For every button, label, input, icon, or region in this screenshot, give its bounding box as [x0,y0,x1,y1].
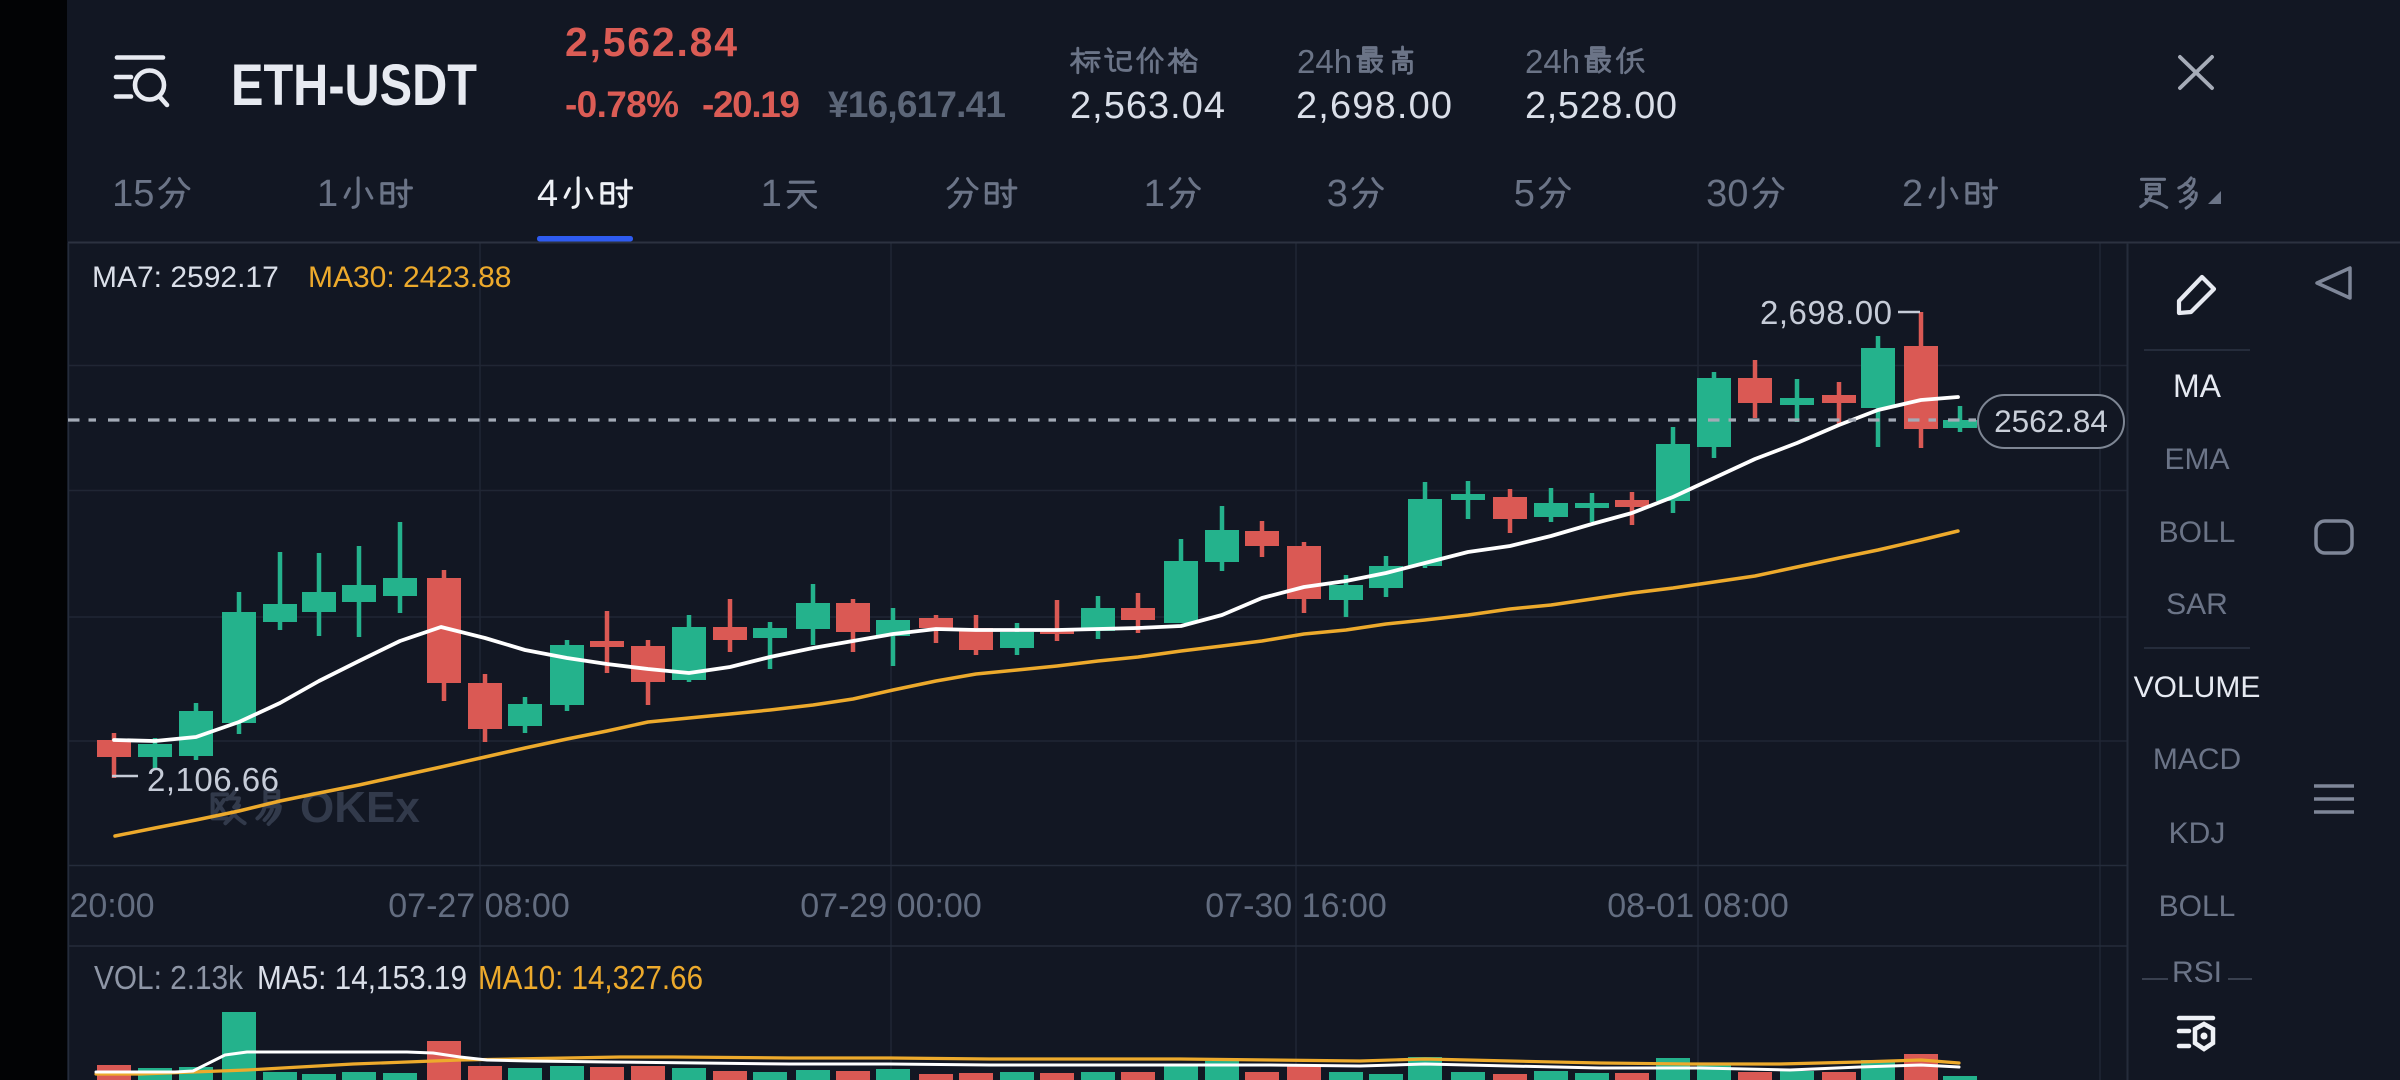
svg-text:20:00: 20:00 [69,887,154,925]
svg-text:KDJ: KDJ [2169,817,2226,850]
svg-text:OKEx: OKEx [300,783,420,832]
svg-text:BOLL: BOLL [2159,890,2236,923]
svg-text:MA: MA [2173,368,2222,404]
svg-text:¥16,617.41: ¥16,617.41 [828,84,1006,125]
svg-text:2,698.00: 2,698.00 [1760,294,1892,331]
svg-text:EMA: EMA [2164,443,2229,476]
svg-text:MACD: MACD [2153,743,2241,776]
svg-text:2: 2 [1902,173,1923,215]
svg-text:VOL: 2.13k: VOL: 2.13k [94,959,243,996]
svg-text:4: 4 [537,173,558,215]
svg-text:15: 15 [112,173,154,215]
svg-text:2,563.04: 2,563.04 [1070,85,1225,127]
svg-text:VOLUME: VOLUME [2134,671,2261,704]
svg-text:BOLL: BOLL [2159,516,2236,549]
svg-text:1: 1 [761,173,782,215]
svg-text:MA10: 14,327.66: MA10: 14,327.66 [478,959,703,996]
svg-text:1: 1 [1144,173,1165,215]
svg-text:24h: 24h [1525,43,1580,80]
svg-text:MA5: 14,153.19: MA5: 14,153.19 [257,959,467,996]
svg-text:1: 1 [317,173,338,215]
svg-text:-20.19: -20.19 [702,84,800,125]
svg-text:5: 5 [1514,173,1535,215]
svg-text:MA30: 2423.88: MA30: 2423.88 [308,261,511,294]
svg-text:ETH-USDT: ETH-USDT [231,53,477,118]
svg-text:-0.78%: -0.78% [565,84,679,125]
svg-text:SAR: SAR [2166,588,2228,621]
svg-text:08-01 08:00: 08-01 08:00 [1607,887,1789,925]
svg-text:2,698.00: 2,698.00 [1296,85,1452,127]
svg-text:RSI: RSI [2172,956,2222,989]
svg-text:07-27 08:00: 07-27 08:00 [388,887,570,925]
svg-text:07-30 16:00: 07-30 16:00 [1205,887,1387,925]
svg-text:24h: 24h [1297,43,1352,80]
svg-text:2,106.66: 2,106.66 [147,761,279,798]
svg-text:MA7: 2592.17: MA7: 2592.17 [92,261,279,294]
svg-text:30: 30 [1706,173,1748,215]
svg-text:2562.84: 2562.84 [1994,403,2108,439]
svg-text:07-29 00:00: 07-29 00:00 [800,887,982,925]
svg-text:2,528.00: 2,528.00 [1525,85,1677,127]
svg-text:3: 3 [1327,173,1348,215]
svg-text:2,562.84: 2,562.84 [565,19,737,65]
